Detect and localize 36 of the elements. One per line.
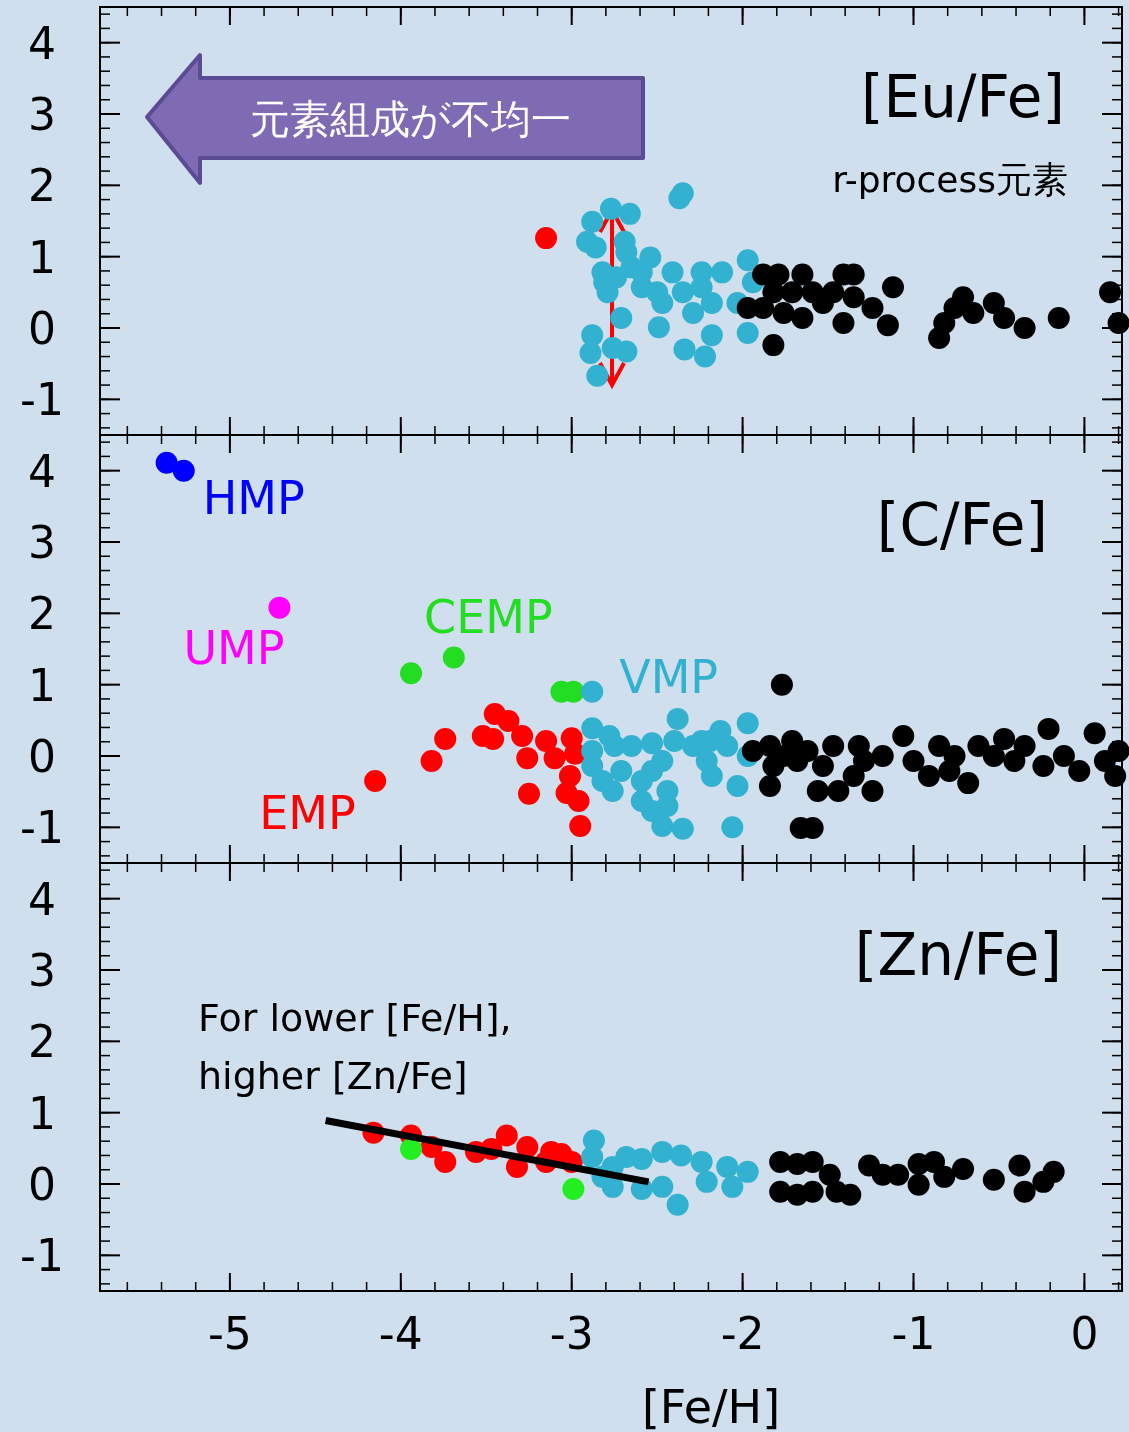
x-tick-label: 0: [1070, 1308, 1099, 1359]
y-tick-label: 3: [28, 517, 56, 568]
text: [Eu/Fe]: [860, 63, 1065, 131]
y-tick-label: 0: [28, 303, 56, 354]
y-tick-label: 4: [28, 445, 56, 497]
annotation: 元素組成が不均一: [249, 96, 571, 142]
y-tick-label: -1: [20, 374, 64, 426]
x-tick-label: -3: [549, 1308, 594, 1359]
series-label: HMP: [202, 470, 305, 525]
y-tick-label: 0: [28, 731, 56, 782]
y-tick-label: 1: [28, 659, 56, 711]
y-tick-label: 3: [28, 945, 56, 996]
annotation: For lower [Fe/H], higher [Zn/Fe]: [198, 996, 512, 1098]
y-tick-label: 4: [28, 873, 56, 925]
y-tick-label: 0: [28, 1159, 56, 1210]
text: [C/Fe]: [876, 491, 1048, 559]
x-tick-label: -4: [378, 1308, 423, 1359]
y-tick-label: 3: [28, 89, 56, 140]
x-tick-label: -2: [720, 1308, 765, 1359]
y-tick-label: 2: [28, 588, 56, 640]
y-tick-label: 1: [28, 231, 56, 283]
text: [Zn/Fe]: [854, 921, 1062, 989]
y-tick-label: -1: [20, 802, 64, 854]
text: r-process元素: [832, 159, 1068, 200]
y-tick-label: 4: [28, 17, 56, 69]
y-tick-label: -1: [20, 1230, 64, 1282]
y-tick-label: 2: [28, 160, 56, 212]
x-axis-title: [Fe/H]: [641, 1380, 781, 1432]
y-tick-label: 2: [28, 1016, 56, 1068]
x-tick-label: -1: [891, 1308, 936, 1359]
series-label: EMP: [259, 785, 356, 840]
y-tick-label: 1: [28, 1087, 56, 1139]
x-tick-label: -5: [207, 1308, 252, 1359]
series-label: VMP: [619, 649, 719, 704]
series-label: UMP: [183, 620, 285, 675]
series-label: CEMP: [424, 590, 553, 645]
